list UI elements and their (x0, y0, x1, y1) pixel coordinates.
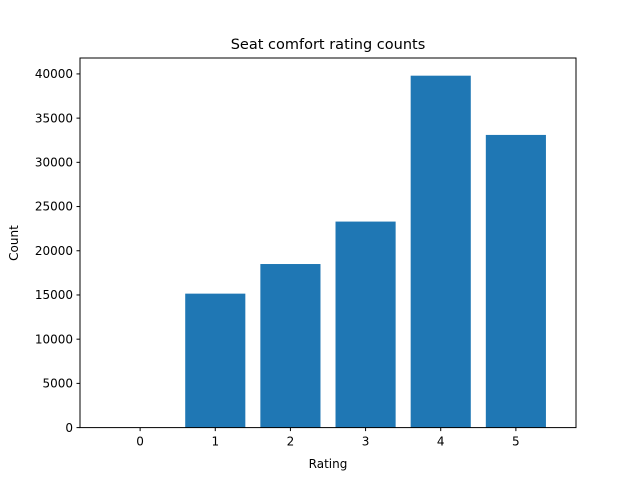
y-axis: 0 5000 10000 15000 20000 25000 30000 35000 40000 (35, 67, 80, 435)
y-tick-label: 5000 (42, 377, 73, 391)
x-tick-label: 3 (362, 435, 370, 449)
y-axis-label: Count (7, 225, 21, 261)
x-axis-label: Rating (309, 457, 348, 471)
bar-4 (410, 75, 471, 428)
bar-1 (185, 293, 246, 428)
y-tick-label: 20000 (35, 244, 73, 258)
y-tick-label: 10000 (35, 332, 73, 346)
chart-title: Seat comfort rating counts (231, 37, 426, 53)
x-tick-label: 5 (512, 435, 520, 449)
axes-frame (79, 57, 577, 429)
x-tick-label: 4 (437, 435, 445, 449)
y-tick-label: 15000 (35, 288, 73, 302)
x-tick-label: 0 (136, 435, 144, 449)
bar-3 (335, 221, 396, 428)
bar-5 (485, 134, 546, 428)
y-tick-label: 0 (65, 421, 73, 435)
plot-area (185, 75, 546, 428)
y-tick-label: 35000 (35, 111, 73, 125)
x-axis: 0 1 2 3 4 5 (136, 427, 520, 449)
y-tick-label: 25000 (35, 200, 73, 214)
bar-2 (260, 264, 321, 428)
y-tick-label: 40000 (35, 67, 73, 81)
x-tick-label: 2 (287, 435, 295, 449)
y-tick-label: 30000 (35, 156, 73, 170)
x-tick-label: 1 (211, 435, 219, 449)
